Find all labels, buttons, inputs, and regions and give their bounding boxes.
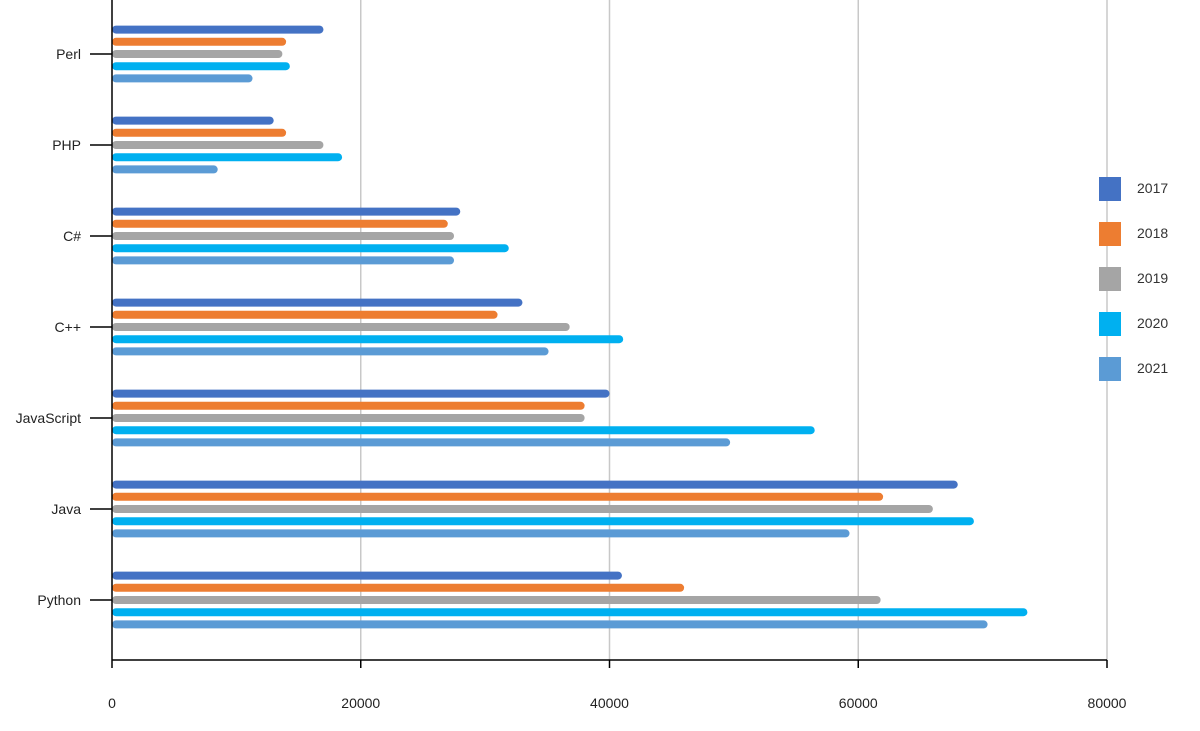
bar-php-2019 [112, 141, 324, 149]
bar-c-2020 [112, 244, 509, 253]
bar-php-2021 [112, 165, 218, 174]
y-tick-label: Perl [56, 46, 81, 62]
bar-perl-2019 [112, 50, 283, 58]
x-tick-label: 20000 [341, 695, 380, 711]
legend-label-2021: 2021 [1137, 360, 1168, 376]
bar-c-2017 [112, 207, 461, 216]
y-tick-label: C++ [55, 319, 81, 335]
bar-perl-2021 [112, 74, 253, 83]
y-tick-label: JavaScript [16, 410, 81, 426]
bar-c-2019 [112, 323, 570, 331]
legend-swatch-2017 [1099, 177, 1121, 201]
legend-label-2018: 2018 [1137, 225, 1168, 241]
legend-label-2020: 2020 [1137, 315, 1168, 331]
legend-label-2019: 2019 [1137, 270, 1168, 286]
x-tick-label: 40000 [590, 695, 629, 711]
bar-c-2018 [112, 219, 448, 228]
bar-php-2018 [112, 128, 287, 137]
bar-python-2018 [112, 583, 685, 592]
bar-java-2017 [112, 480, 958, 489]
legend-swatch-2021 [1099, 357, 1121, 381]
bar-php-2017 [112, 116, 274, 125]
bar-java-2018 [112, 492, 884, 501]
y-tick-label: Java [51, 501, 81, 517]
bar-c-2017 [112, 298, 523, 307]
y-tick-label: PHP [52, 137, 81, 153]
tick-labels: 0 20000 40000 60000 80000 Perl PHP C# C++ JavaScr… [16, 46, 1127, 711]
bar-php-2020 [112, 153, 343, 162]
bar-python-2017 [112, 571, 622, 580]
bar-javascript-2018 [112, 401, 585, 410]
bar-c-2021 [112, 347, 549, 356]
y-tick-label: C# [63, 228, 81, 244]
bar-python-2019 [112, 596, 881, 604]
bar-c-2019 [112, 232, 455, 240]
legend: 2017 2018 2019 2020 2021 [1099, 177, 1168, 381]
legend-swatch-2018 [1099, 222, 1121, 246]
bar-java-2020 [112, 517, 974, 526]
legend-swatch-2020 [1099, 312, 1121, 336]
legend-label-2017: 2017 [1137, 180, 1168, 196]
bar-javascript-2021 [112, 438, 731, 447]
x-tick-label: 60000 [839, 695, 878, 711]
bar-c-2018 [112, 310, 498, 319]
legend-swatch-2019 [1099, 267, 1121, 291]
bar-javascript-2020 [112, 426, 815, 435]
y-tick-label: Python [37, 592, 81, 608]
bars [112, 25, 1028, 629]
x-tick-label: 0 [108, 695, 116, 711]
bar-python-2021 [112, 620, 988, 629]
bar-python-2020 [112, 608, 1028, 617]
bar-perl-2020 [112, 62, 290, 71]
bar-perl-2017 [112, 25, 324, 34]
bar-javascript-2019 [112, 414, 585, 422]
bar-perl-2018 [112, 37, 287, 46]
bar-c-2020 [112, 335, 624, 344]
bar-c-2021 [112, 256, 455, 265]
bar-javascript-2017 [112, 389, 610, 398]
bar-java-2021 [112, 529, 850, 538]
bar-java-2019 [112, 505, 933, 513]
x-tick-label: 80000 [1088, 695, 1127, 711]
